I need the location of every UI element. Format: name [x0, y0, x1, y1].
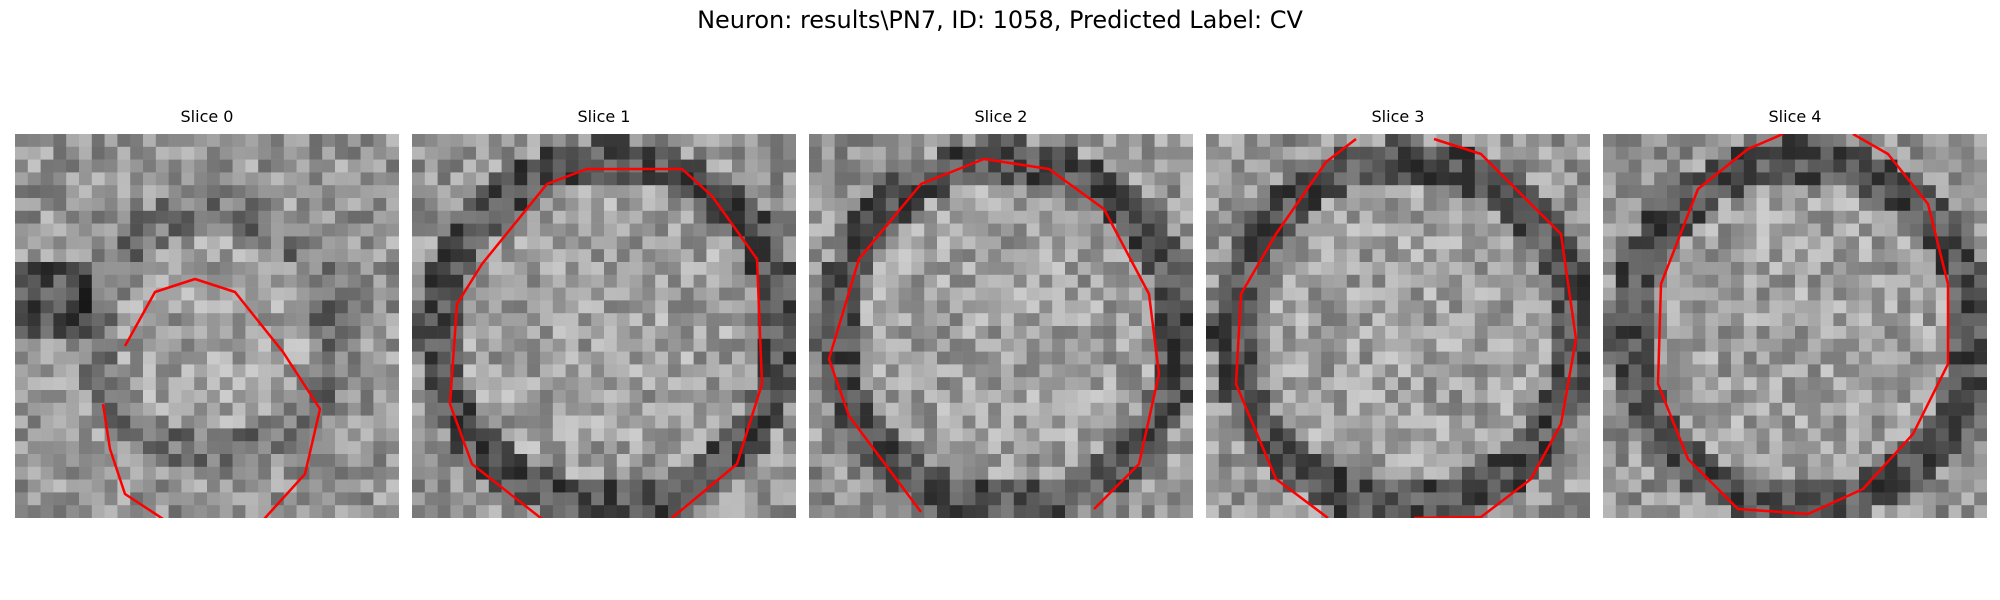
slice-panel-0: Slice 0	[15, 106, 399, 518]
contour-line-4	[1656, 134, 1950, 516]
figure-title: Neuron: results\PN7, ID: 1058, Predicted…	[697, 6, 1303, 34]
slice-svg-4	[1603, 134, 1987, 518]
slice-image-1	[412, 134, 796, 518]
contour-line-2	[827, 157, 1161, 513]
slice-title-1: Slice 1	[577, 107, 631, 126]
contour-line-3	[1234, 138, 1357, 518]
slice-title-3: Slice 3	[1371, 107, 1425, 126]
slice-image-2	[809, 134, 1193, 518]
slice-image-4	[1603, 134, 1987, 518]
slice-panel-4: Slice 4	[1603, 106, 1987, 518]
slice-image-0	[15, 134, 399, 518]
slice-title-0: Slice 0	[180, 107, 234, 126]
slice-panel-3: Slice 3	[1206, 106, 1590, 518]
slice-image-3	[1206, 134, 1590, 518]
contour-line-0	[101, 277, 322, 518]
slice-panel-2: Slice 2	[809, 106, 1193, 518]
slice-svg-3	[1206, 134, 1590, 518]
slice-svg-0	[15, 134, 399, 518]
slice-panel-1: Slice 1	[412, 106, 796, 518]
slice-title-4: Slice 4	[1768, 107, 1822, 126]
contour-line-1	[448, 167, 764, 518]
contour-line-3b	[1413, 137, 1578, 518]
slice-svg-1	[412, 134, 796, 518]
slice-svg-2	[809, 134, 1193, 518]
slice-title-2: Slice 2	[974, 107, 1028, 126]
